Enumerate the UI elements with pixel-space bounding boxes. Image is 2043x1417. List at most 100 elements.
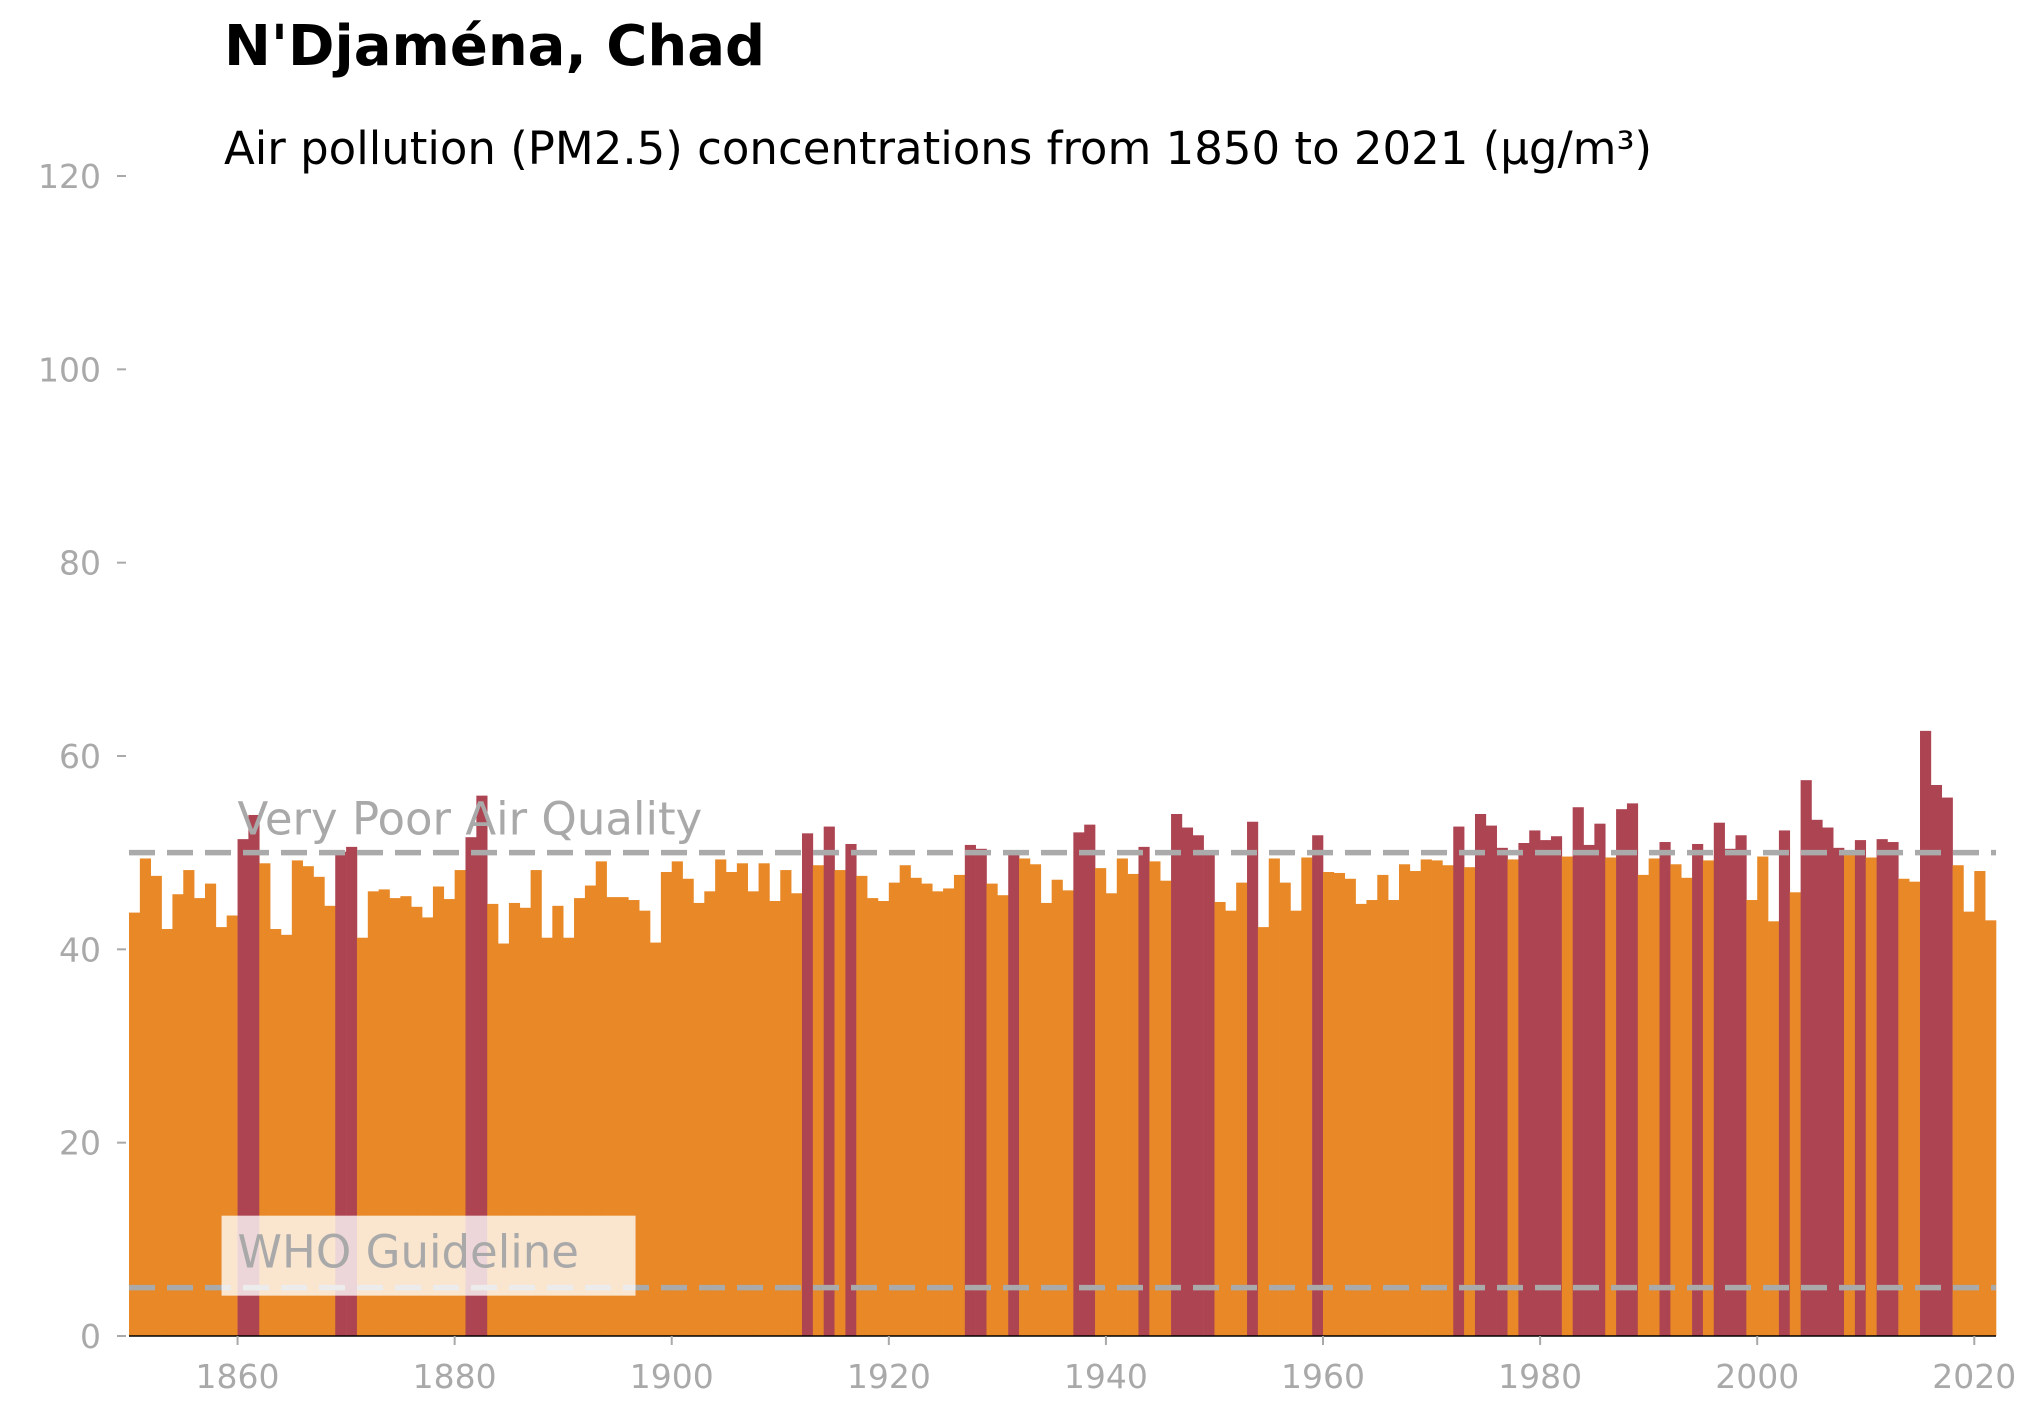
bar-1991	[1659, 842, 1671, 1336]
bar-1933	[1029, 864, 1042, 1336]
bar-1983	[1572, 807, 1584, 1336]
bar-1912	[801, 833, 814, 1336]
bar-1899	[660, 872, 673, 1336]
chart-title: N'Djaména, Chad	[224, 14, 766, 79]
bar-1871	[356, 937, 369, 1336]
bar-1953	[1247, 821, 1259, 1336]
bar-1992	[1670, 864, 1682, 1336]
bar-1957	[1290, 910, 1302, 1336]
bar-1865	[291, 860, 303, 1336]
bar-2001	[1768, 921, 1780, 1336]
bar-1850	[129, 912, 141, 1336]
bar-2004	[1800, 780, 1812, 1336]
y-tick-label: 80	[59, 544, 101, 583]
bar-1918	[867, 898, 879, 1336]
bar-1934	[1040, 902, 1052, 1336]
bar-1863	[270, 929, 282, 1336]
bar-1935	[1051, 879, 1063, 1336]
bar-1956	[1279, 882, 1291, 1336]
bar-2017	[1941, 797, 1953, 1336]
bar-1984	[1583, 844, 1595, 1336]
bar-1920	[888, 882, 900, 1336]
bar-1873	[378, 889, 390, 1336]
bar-1924	[932, 891, 944, 1336]
axes-layer: 0 20 40 60 80 100 120 1860 1880 1900 1920 1940 1960 1…	[38, 157, 2016, 1396]
bar-1975	[1485, 825, 1497, 1336]
bar-1985	[1594, 823, 1606, 1336]
bar-1895	[617, 897, 629, 1336]
bar-1872	[367, 891, 379, 1336]
bar-1978	[1518, 843, 1530, 1336]
bar-2007	[1833, 847, 1845, 1336]
bar-1867	[313, 876, 325, 1336]
bar-1972	[1453, 826, 1465, 1336]
bar-1938	[1084, 824, 1096, 1336]
bar-1917	[856, 875, 868, 1336]
bar-1930	[997, 895, 1009, 1336]
bar-1996	[1713, 822, 1725, 1336]
bar-1943	[1138, 846, 1150, 1336]
bars-layer	[129, 730, 1997, 1336]
bar-1887	[530, 870, 542, 1336]
bar-1998	[1735, 835, 1747, 1336]
bar-1944	[1149, 861, 1161, 1336]
x-tick-label: 2020	[1932, 1357, 2016, 1396]
bar-1884	[498, 943, 510, 1336]
bar-1997	[1724, 848, 1736, 1336]
bar-2019	[1963, 911, 1975, 1336]
y-tick-label: 60	[59, 737, 101, 776]
bar-1893	[595, 861, 607, 1336]
bar-1947	[1181, 827, 1194, 1336]
bar-1950	[1214, 901, 1226, 1336]
x-tick-label: 1880	[413, 1357, 497, 1396]
bar-2018	[1952, 865, 1964, 1336]
bar-2005	[1811, 819, 1823, 1336]
bar-1860	[237, 839, 249, 1336]
bar-2008	[1844, 853, 1856, 1336]
bar-1951	[1225, 910, 1237, 1336]
bar-2012	[1887, 842, 1899, 1336]
bar-1886	[519, 907, 531, 1336]
bar-1854	[172, 894, 184, 1336]
bar-1885	[508, 902, 521, 1336]
bar-1999	[1746, 900, 1758, 1336]
bar-1922	[910, 877, 922, 1336]
bar-2010	[1865, 857, 1877, 1336]
bar-1878	[432, 886, 445, 1336]
bar-1858	[215, 927, 227, 1336]
bar-1913	[812, 865, 824, 1336]
y-tick-label: 40	[59, 930, 101, 969]
bar-2006	[1822, 827, 1834, 1336]
bar-2013	[1898, 878, 1910, 1336]
bar-2003	[1789, 892, 1801, 1336]
x-tick-label: 1860	[196, 1357, 280, 1396]
bar-2015	[1920, 730, 1932, 1336]
bar-1894	[606, 897, 618, 1336]
bar-1936	[1062, 890, 1074, 1336]
bar-1973	[1464, 867, 1476, 1336]
ref-label-very-poor: Very Poor Air Quality	[238, 793, 703, 846]
bar-1897	[639, 910, 651, 1336]
bar-1875	[400, 896, 412, 1336]
bar-1874	[389, 898, 401, 1336]
bar-1908	[758, 863, 770, 1336]
bar-1879	[443, 899, 455, 1336]
bar-2016	[1930, 785, 1943, 1336]
bar-1927	[964, 844, 976, 1336]
bar-1889	[552, 905, 564, 1336]
bar-1861	[248, 814, 260, 1336]
bar-1954	[1257, 927, 1270, 1336]
bar-1995	[1702, 860, 1715, 1336]
bar-1907	[747, 891, 759, 1336]
y-tick-label: 0	[80, 1317, 101, 1356]
y-tick-label: 100	[38, 350, 101, 389]
bar-1891	[574, 898, 586, 1336]
reference-lines-layer: Very Poor Air Quality WHO Guideline	[129, 793, 1996, 1296]
bar-1967	[1398, 864, 1411, 1336]
bar-1914	[823, 826, 835, 1336]
bar-2014	[1909, 881, 1921, 1336]
bar-1962	[1344, 878, 1356, 1336]
bar-1979	[1529, 830, 1541, 1336]
bar-1990	[1648, 858, 1660, 1336]
bar-1896	[628, 900, 640, 1336]
